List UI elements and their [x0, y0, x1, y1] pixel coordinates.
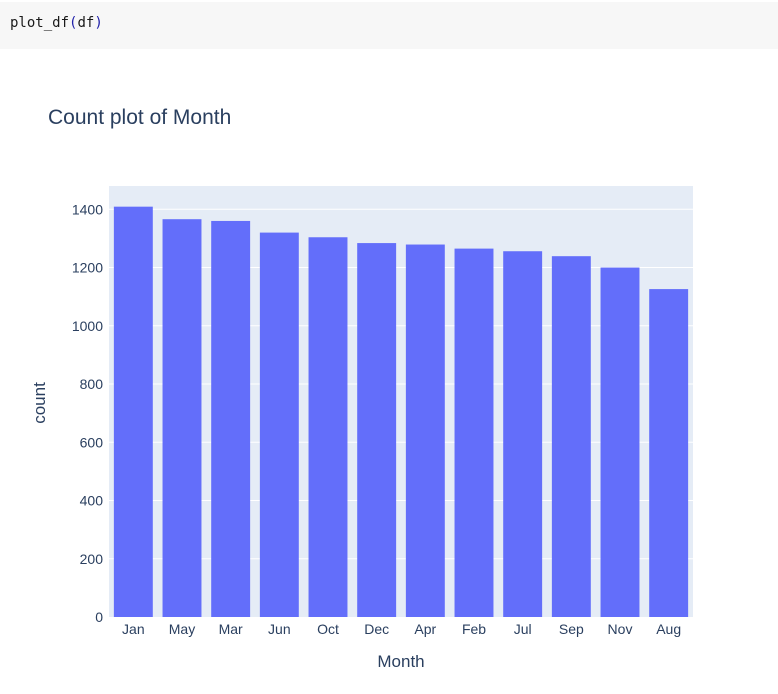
y-tick-label: 600 [80, 434, 104, 450]
x-tick-label: Dec [364, 621, 389, 637]
bar-chart: Count plot of Month 0 200 400 600 800 1000 120… [30, 106, 693, 671]
y-tick-label: 0 [95, 609, 103, 625]
y-tick-label: 1400 [72, 201, 103, 217]
bars [113, 206, 689, 618]
bar-sep[interactable] [551, 256, 591, 617]
code-close-paren: ) [94, 15, 103, 31]
x-tick-label: Sep [559, 621, 584, 637]
y-axis-ticks: 0 200 400 600 800 1000 1200 1400 [72, 201, 103, 625]
x-tick-label: Nov [608, 621, 633, 637]
code-open-paren: ( [69, 15, 78, 31]
x-axis-ticks: Jan May Mar Jun Oct Dec Apr Feb Jul Sep Nov Aug [122, 621, 681, 637]
x-tick-label: Jul [514, 621, 532, 637]
x-tick-label: Mar [219, 621, 243, 637]
code-argument: df [77, 15, 95, 31]
x-axis-title: Month [377, 652, 424, 671]
y-tick-label: 1000 [72, 318, 103, 334]
gridlines [109, 208, 693, 560]
x-tick-label: Aug [656, 621, 681, 637]
y-tick-label: 1200 [72, 260, 103, 276]
x-tick-label: Oct [317, 621, 339, 637]
bar-jan[interactable] [113, 206, 153, 618]
x-tick-label: May [169, 621, 195, 637]
y-tick-label: 800 [80, 376, 104, 392]
bar-nov[interactable] [600, 267, 640, 617]
bar-jun[interactable] [259, 232, 299, 617]
code-function-name: plot_df [10, 15, 70, 31]
bar-dec[interactable] [357, 243, 397, 618]
chart-title: Count plot of Month [48, 106, 231, 129]
bar-mar[interactable] [211, 220, 251, 617]
y-axis-title: count [30, 382, 49, 424]
x-tick-label: Apr [414, 621, 436, 637]
y-tick-label: 200 [80, 551, 104, 567]
x-tick-label: Jan [122, 621, 145, 637]
y-tick-label: 400 [80, 493, 104, 509]
bar-oct[interactable] [308, 237, 348, 617]
bar-may[interactable] [162, 219, 202, 617]
bar-jul[interactable] [503, 251, 543, 618]
bar-aug[interactable] [649, 289, 689, 617]
chart-figure: Count plot of Month 0 200 400 600 800 1000 120… [0, 50, 778, 689]
bar-feb[interactable] [454, 248, 494, 617]
x-tick-label: Jun [268, 621, 291, 637]
plot-area [109, 186, 693, 617]
code-cell[interactable]: plot_df(df) [0, 2, 778, 49]
bar-apr[interactable] [405, 244, 445, 617]
x-tick-label: Feb [462, 621, 486, 637]
